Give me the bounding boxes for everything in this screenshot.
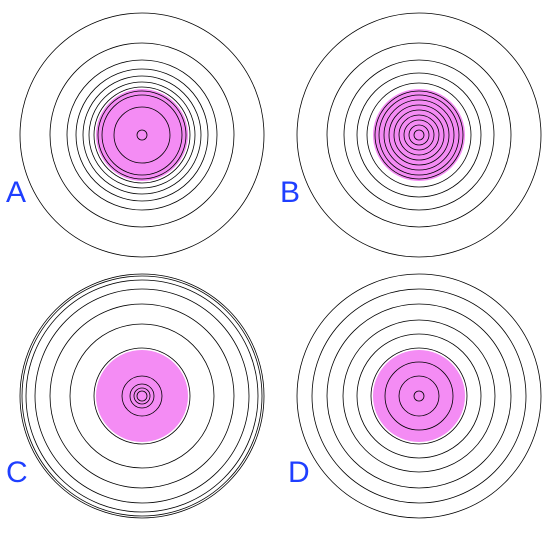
panel-c-ring-9 — [25, 279, 259, 513]
panel-c-ring-6 — [69, 323, 215, 469]
panel-a-label: A — [6, 176, 27, 209]
panel-c-ring-8 — [34, 288, 250, 504]
panel-b — [296, 12, 542, 258]
panel-c-ring-1 — [136, 390, 148, 402]
panel-b-ring-4 — [398, 114, 440, 156]
panel-a-ring-4 — [97, 90, 187, 180]
panel-c-ring-4 — [121, 375, 163, 417]
panel-b-ring-14 — [296, 12, 542, 258]
panel-b-ring-12 — [343, 59, 495, 211]
panel-a-ring-3 — [101, 94, 183, 176]
panel-b-ring-10 — [366, 82, 472, 188]
panel-d-label: D — [288, 456, 310, 489]
panel-c-ring-11 — [19, 273, 265, 519]
panel-d-ring-5 — [356, 333, 482, 459]
panel-b-ring-3 — [403, 119, 435, 151]
panel-c-core — [96, 350, 188, 442]
panel-a — [19, 12, 265, 258]
panel-d-ring-6 — [342, 319, 496, 473]
panel-c-ring-10 — [21, 275, 263, 517]
panel-a-ring-5 — [93, 86, 191, 184]
panel-d-core — [373, 350, 465, 442]
panel-c — [19, 273, 265, 519]
panel-a-ring-9 — [66, 59, 218, 211]
panel-d-ring-1 — [413, 390, 425, 402]
panel-b-ring-2 — [408, 124, 430, 146]
panel-b-ring-11 — [356, 72, 482, 198]
panel-b-ring-7 — [383, 99, 455, 171]
panel-b-core — [373, 89, 465, 181]
panel-a-core — [96, 89, 188, 181]
panel-b-ring-1 — [413, 129, 425, 141]
panel-c-ring-5 — [93, 347, 191, 445]
panel-c-ring-3 — [129, 383, 155, 409]
panel-c-label: C — [6, 456, 28, 489]
panel-d-ring-8 — [311, 288, 527, 504]
panel-a-ring-6 — [88, 81, 196, 189]
panel-d-ring-7 — [326, 303, 512, 489]
panel-c-ring-2 — [133, 387, 151, 405]
panel-a-ring-1 — [136, 129, 148, 141]
panel-d-ring-4 — [370, 347, 468, 445]
panel-d — [296, 273, 542, 519]
panel-a-ring-8 — [75, 68, 209, 202]
panel-b-ring-5 — [393, 109, 445, 161]
panel-a-ring-2 — [113, 106, 171, 164]
panel-c-ring-7 — [49, 303, 235, 489]
panel-a-ring-7 — [82, 75, 202, 195]
panel-a-ring-11 — [19, 12, 265, 258]
panel-a-ring-10 — [49, 42, 235, 228]
panel-b-ring-9 — [374, 90, 464, 180]
panel-d-ring-2 — [398, 375, 440, 417]
panel-b-ring-13 — [326, 42, 512, 228]
panel-b-ring-6 — [388, 104, 450, 166]
panel-b-label: B — [280, 176, 301, 209]
panel-b-ring-8 — [378, 94, 460, 176]
panel-d-ring-3 — [384, 361, 454, 431]
panel-d-ring-9 — [296, 273, 542, 519]
